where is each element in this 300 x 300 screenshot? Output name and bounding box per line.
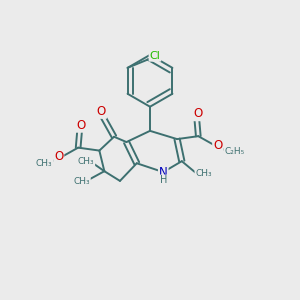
Text: H: H [160, 175, 167, 185]
Text: N: N [159, 166, 168, 178]
Text: CH₃: CH₃ [36, 159, 52, 168]
Text: O: O [76, 119, 85, 132]
Text: O: O [97, 105, 106, 118]
Text: Cl: Cl [149, 51, 161, 61]
Text: CH₃: CH₃ [195, 169, 212, 178]
Text: CH₃: CH₃ [78, 157, 94, 166]
Text: C₂H₅: C₂H₅ [224, 147, 244, 156]
Text: O: O [213, 139, 222, 152]
Text: O: O [193, 107, 202, 120]
Text: O: O [54, 150, 63, 163]
Text: CH₃: CH₃ [74, 177, 90, 186]
